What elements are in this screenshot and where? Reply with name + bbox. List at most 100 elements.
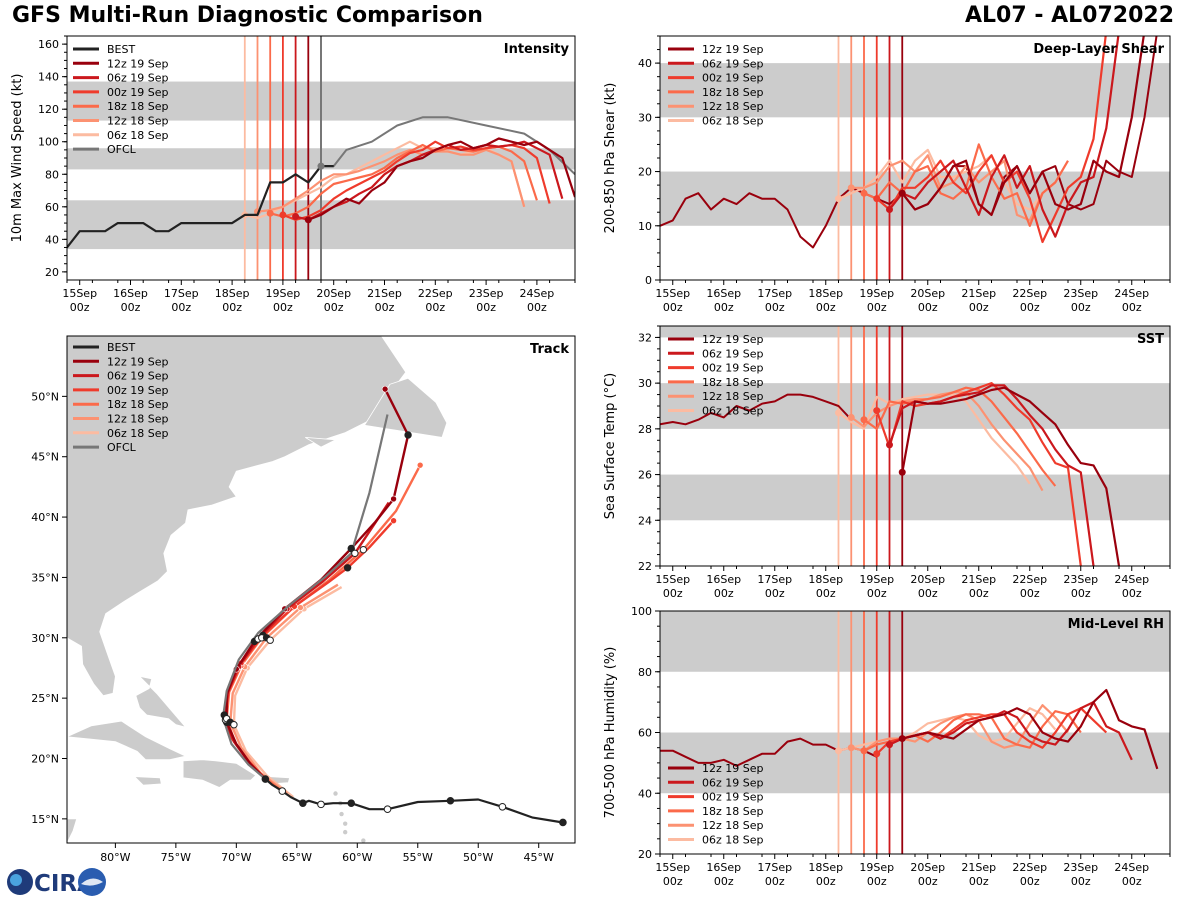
rh-legend-label: 06z 19 Sep bbox=[702, 776, 764, 789]
shear-y-tick-label: 0 bbox=[645, 274, 652, 287]
rh-legend-label: 06z 18 Sep bbox=[702, 834, 764, 847]
intensity-x-tick-label: 00z bbox=[121, 301, 141, 314]
intensity-series-line bbox=[307, 137, 575, 221]
intensity-legend-label: 06z 18 Sep bbox=[107, 129, 169, 142]
track-legend-label: 18z 18 Sep bbox=[107, 398, 169, 411]
track-y-tick-label: 35°N bbox=[31, 571, 59, 584]
sst-x-tick-label: 00z bbox=[867, 587, 887, 600]
rh-x-tick-label: 15Sep bbox=[655, 861, 690, 874]
sst-x-tick-label: 00z bbox=[1071, 587, 1091, 600]
intensity-y-tick-label: 80 bbox=[45, 168, 59, 181]
rh-plot-area bbox=[660, 611, 1170, 854]
storm-id-title: AL07 - AL072022 bbox=[965, 3, 1174, 28]
track-series-marker bbox=[390, 495, 397, 503]
rh-x-tick-label: 24Sep bbox=[1114, 861, 1149, 874]
rh-y-tick-label: 20 bbox=[638, 848, 652, 861]
sst-x-tick-label: 00z bbox=[663, 587, 683, 600]
sst-x-tick-label: 23Sep bbox=[1063, 573, 1098, 586]
shear-panel-title: Deep-Layer Shear bbox=[1033, 42, 1164, 57]
track-best-marker bbox=[559, 818, 567, 827]
track-legend-label: 00z 19 Sep bbox=[107, 384, 169, 397]
sst-series-start-marker bbox=[847, 413, 855, 421]
page-title: GFS Multi-Run Diagnostic Comparison bbox=[12, 3, 483, 28]
rh-x-tick-label: 00z bbox=[1020, 875, 1040, 888]
rh-series-start-marker bbox=[886, 741, 893, 749]
intensity-series-start-marker bbox=[279, 211, 287, 219]
rh-series-line bbox=[902, 688, 1159, 770]
shear-x-tick-label: 00z bbox=[1020, 301, 1040, 314]
track-position-marker bbox=[359, 545, 368, 554]
intensity-legend-label: BEST bbox=[107, 43, 135, 56]
track-y-tick-label: 15°N bbox=[31, 813, 59, 826]
rh-threshold-band bbox=[660, 611, 1170, 672]
track-best-marker bbox=[299, 799, 307, 807]
rh-x-tick-label: 18Sep bbox=[808, 861, 843, 874]
track-legend-label: 06z 19 Sep bbox=[107, 370, 169, 383]
intensity-x-tick-label: 00z bbox=[375, 301, 395, 314]
track-x-tick-label: 70°W bbox=[221, 851, 251, 864]
track-plot-area bbox=[67, 336, 567, 843]
lesser-antilles-land bbox=[333, 791, 338, 796]
lesser-antilles-land bbox=[361, 838, 366, 843]
intensity-series-start-marker bbox=[266, 209, 274, 217]
shear-x-tick-label: 23Sep bbox=[1063, 287, 1098, 300]
sst-legend-label: 06z 19 Sep bbox=[702, 347, 764, 360]
sst-series-start-marker bbox=[835, 409, 842, 417]
sst-series-line bbox=[863, 386, 1057, 487]
rh-panel-title: Mid-Level RH bbox=[1068, 617, 1164, 632]
shear-legend-label: 06z 19 Sep bbox=[702, 57, 764, 70]
track-series-marker bbox=[416, 461, 424, 469]
island-land bbox=[305, 437, 337, 448]
track-position-marker bbox=[404, 431, 412, 439]
intensity-y-tick-label: 140 bbox=[38, 71, 59, 84]
sst-y-tick-label: 30 bbox=[638, 377, 652, 390]
intensity-x-tick-label: 18Sep bbox=[215, 287, 250, 300]
rh-legend-label: 00z 19 Sep bbox=[702, 791, 764, 804]
track-y-tick-label: 45°N bbox=[31, 451, 59, 464]
sst-history-line bbox=[660, 393, 853, 426]
rh-series-start-marker bbox=[847, 744, 855, 752]
sst-x-tick-label: 17Sep bbox=[757, 573, 792, 586]
track-best-marker bbox=[446, 796, 455, 805]
sst-x-tick-label: 00z bbox=[1122, 587, 1142, 600]
intensity-x-tick-label: 21Sep bbox=[367, 287, 402, 300]
sst-x-tick-label: 22Sep bbox=[1012, 573, 1047, 586]
rh-series-start-marker bbox=[860, 747, 868, 755]
sst-x-tick-label: 24Sep bbox=[1114, 573, 1149, 586]
intensity-y-tick-label: 100 bbox=[38, 136, 59, 149]
shear-y-tick-label: 20 bbox=[638, 166, 652, 179]
track-x-tick-label: 65°W bbox=[282, 851, 312, 864]
sst-x-tick-label: 00z bbox=[816, 587, 836, 600]
shear-y-tick-label: 30 bbox=[638, 111, 652, 124]
bahamas-land bbox=[135, 675, 187, 728]
intensity-series-line bbox=[257, 148, 526, 213]
track-frame bbox=[66, 335, 576, 844]
track-best-marker bbox=[261, 775, 270, 783]
intensity-y-tick-label: 40 bbox=[45, 233, 59, 246]
sst-y-tick-label: 24 bbox=[638, 514, 652, 527]
rh-y-tick-label: 60 bbox=[638, 727, 652, 740]
sst-y-tick-label: 28 bbox=[638, 423, 652, 436]
shear-legend-label: 12z 19 Sep bbox=[702, 43, 764, 56]
shear-x-tick-label: 00z bbox=[918, 301, 938, 314]
intensity-best-line bbox=[67, 165, 334, 249]
rh-x-tick-label: 00z bbox=[816, 875, 836, 888]
track-best-marker bbox=[278, 787, 287, 795]
sst-series-line bbox=[837, 393, 1031, 485]
shear-series-start-marker bbox=[873, 195, 881, 203]
rh-x-tick-label: 20Sep bbox=[910, 861, 945, 874]
sst-chart: 22242628303215Sep00z16Sep00z17Sep00z18Se… bbox=[603, 325, 1171, 600]
shear-legend-label: 12z 18 Sep bbox=[702, 100, 764, 113]
track-series-line bbox=[225, 464, 422, 790]
shear-series-start-marker bbox=[847, 184, 855, 192]
intensity-x-tick-label: 00z bbox=[171, 301, 191, 314]
intensity-legend-label: 12z 19 Sep bbox=[107, 57, 169, 70]
sst-series-start-marker bbox=[898, 468, 906, 476]
cira-logo: CIRA bbox=[7, 868, 106, 897]
shear-legend-label: 06z 18 Sep bbox=[702, 115, 764, 128]
sst-series-line bbox=[901, 386, 1121, 566]
shear-series-line bbox=[876, 36, 1107, 244]
intensity-legend-label: 18z 18 Sep bbox=[107, 100, 169, 113]
